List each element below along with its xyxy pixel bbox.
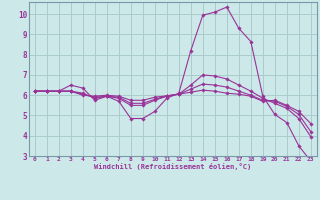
X-axis label: Windchill (Refroidissement éolien,°C): Windchill (Refroidissement éolien,°C) bbox=[94, 163, 252, 170]
